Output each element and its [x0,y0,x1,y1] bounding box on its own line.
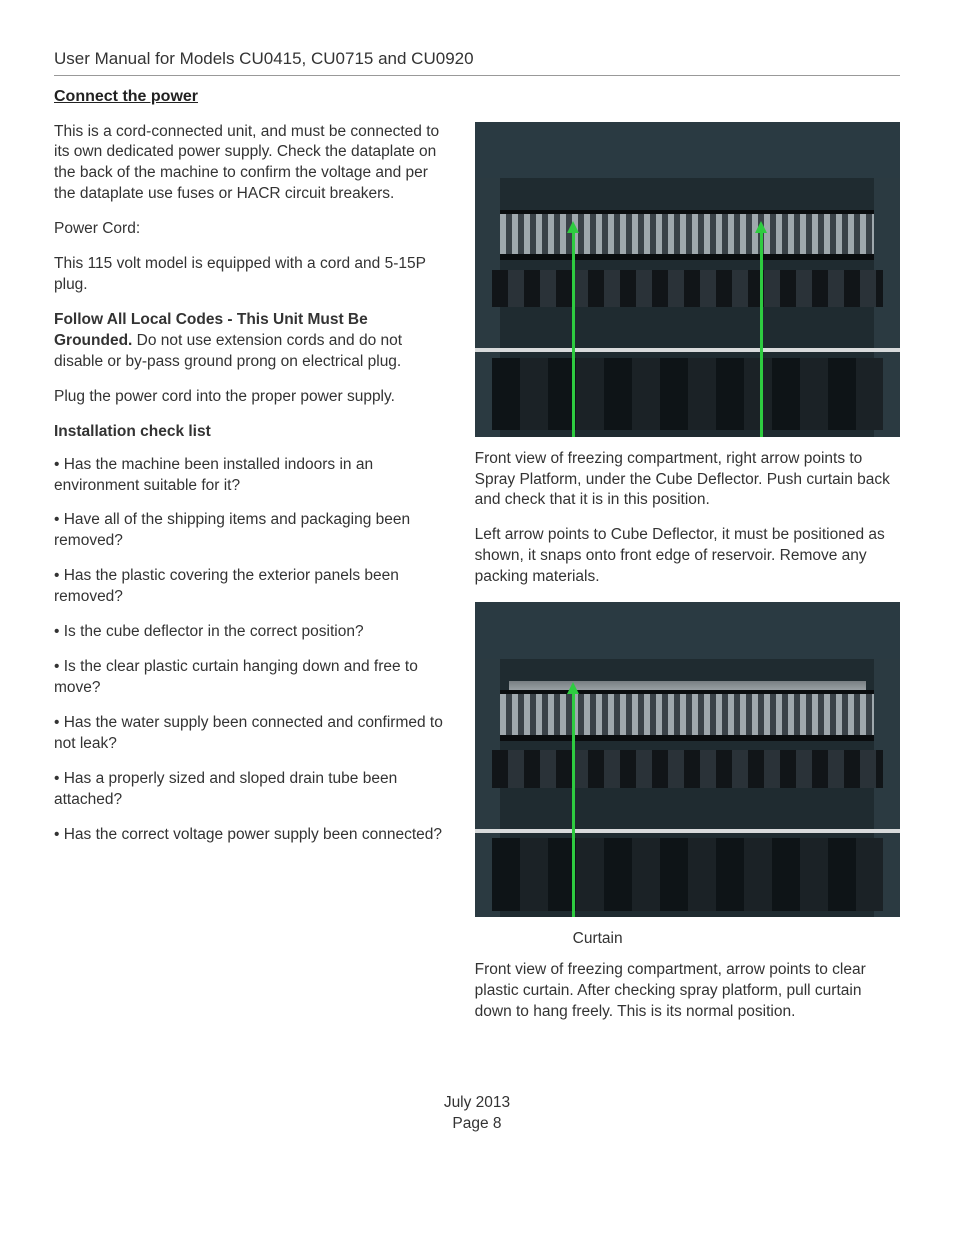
checklist-item: • Has the machine been installed indoors… [54,455,447,497]
arrow-curtain-icon [572,690,575,917]
page-footer: July 2013 Page 8 [54,1093,900,1135]
checklist-title: Installation check list [54,422,447,443]
figure-2-caption: Front view of freezing compartment, arro… [475,960,900,1023]
figure-1-caption-a: Front view of freezing compartment, righ… [475,449,900,512]
figure-1-caption-b: Left arrow points to Cube Deflector, it … [475,525,900,588]
header-divider [54,75,900,76]
manual-header: User Manual for Models CU0415, CU0715 an… [54,48,900,71]
footer-page: Page 8 [54,1114,900,1135]
two-column-layout: This is a cord-connected unit, and must … [54,122,900,1037]
figure-1-image [475,122,900,437]
checklist-item: • Has the correct voltage power supply b… [54,825,447,846]
power-cord-label: Power Cord: [54,219,447,240]
checklist-item: • Has the water supply been connected an… [54,713,447,755]
footer-date: July 2013 [54,1093,900,1114]
checklist-item: • Have all of the shipping items and pac… [54,510,447,552]
plug-paragraph: Plug the power cord into the proper powe… [54,387,447,408]
checklist-item: • Is the clear plastic curtain hanging d… [54,657,447,699]
left-column: This is a cord-connected unit, and must … [54,122,447,1037]
intro-paragraph: This is a cord-connected unit, and must … [54,122,447,206]
section-title: Connect the power [54,86,900,108]
power-cord-text: This 115 volt model is equipped with a c… [54,254,447,296]
arrow-left-icon [572,229,575,437]
right-column: Front view of freezing compartment, righ… [475,122,900,1037]
figure-2-image [475,602,900,917]
checklist-item: • Has the plastic covering the exterior … [54,566,447,608]
curtain-label: Curtain [573,929,900,950]
checklist-item: • Has a properly sized and sloped drain … [54,769,447,811]
arrow-right-icon [760,229,763,437]
codes-paragraph: Follow All Local Codes - This Unit Must … [54,310,447,373]
checklist-item: • Is the cube deflector in the correct p… [54,622,447,643]
